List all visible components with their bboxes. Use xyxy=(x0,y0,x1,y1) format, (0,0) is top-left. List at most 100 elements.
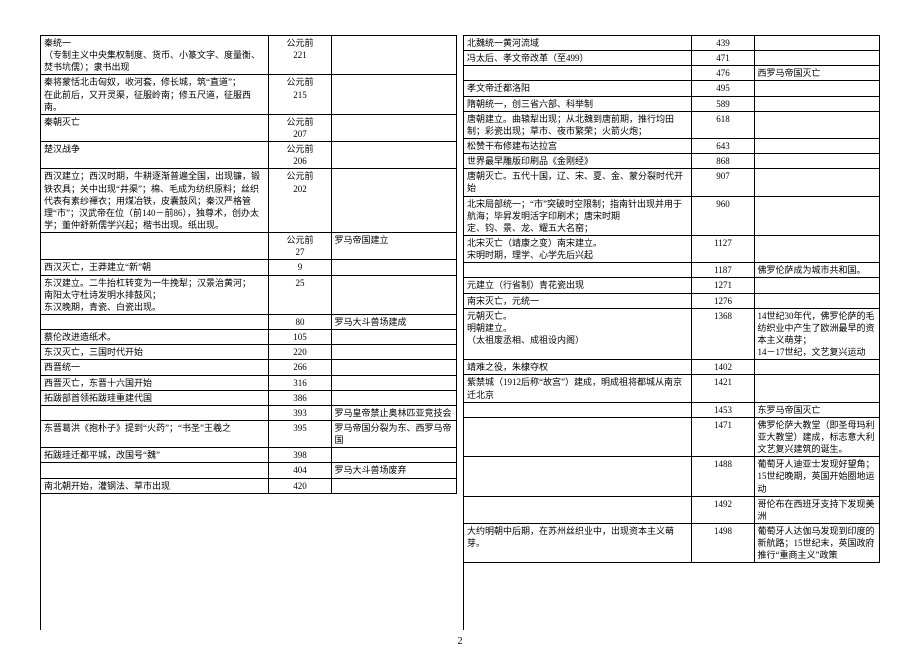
world-cell xyxy=(331,390,456,405)
world-cell xyxy=(754,360,879,375)
table-row: 西晋统一266 xyxy=(41,360,457,375)
event-cell: 西晋统一 xyxy=(41,360,269,375)
world-cell xyxy=(754,96,879,111)
year-cell: 1276 xyxy=(692,293,754,308)
event-cell xyxy=(464,263,692,278)
event-cell: 蔡伦改进造纸术。 xyxy=(41,330,269,345)
world-cell xyxy=(754,293,879,308)
world-cell xyxy=(754,169,879,196)
world-cell xyxy=(754,36,879,51)
event-cell: 西晋灭亡，东晋十六国开始 xyxy=(41,375,269,390)
year-cell: 1498 xyxy=(692,523,754,562)
year-cell: 395 xyxy=(269,420,331,447)
year-cell: 9 xyxy=(269,260,331,275)
world-cell: 东罗马帝国灭亡 xyxy=(754,402,879,417)
table-row: 秦统一（专制主义中央集权制度、货币、小篆文字、度量衡、焚书坑儒）；隶书出现公元前… xyxy=(41,36,457,75)
world-cell xyxy=(331,114,456,141)
event-cell: 元朝灭亡。明朝建立。（太祖废丞相、成祖设内阁） xyxy=(464,308,692,360)
year-cell: 266 xyxy=(269,360,331,375)
year-cell: 公元前215 xyxy=(269,75,331,114)
event-cell: 隋朝统一，创三省六部、科举制 xyxy=(464,96,692,111)
table-row: 北宋局部统一；“市”突破时空限制；指南针出现并用于航海；毕昇发明活字印刷术；唐宋… xyxy=(464,196,880,235)
world-cell xyxy=(754,51,879,66)
year-cell: 公元前221 xyxy=(269,36,331,75)
event-cell: 冯太后、孝文帝改革（至499） xyxy=(464,51,692,66)
event-cell xyxy=(41,463,269,478)
year-cell: 1453 xyxy=(692,402,754,417)
right-table: 北魏统一黄河流域439冯太后、孝文帝改革（至499）471476西罗马帝国灭亡孝… xyxy=(464,36,880,563)
event-cell: 北魏统一黄河流域 xyxy=(464,36,692,51)
table-row: 1453东罗马帝国灭亡 xyxy=(464,402,880,417)
table-row: 拓跋部首领拓跋珪重建代国386 xyxy=(41,390,457,405)
world-cell: 葡萄牙人达伽马发现到印度的新航路；15世纪末，英国政府推行“重商主义”政策 xyxy=(754,523,879,562)
world-cell: 罗马皇帝禁止奥林匹亚竞技会 xyxy=(331,405,456,420)
event-cell: 拓跋部首领拓跋珪重建代国 xyxy=(41,390,269,405)
world-cell xyxy=(331,448,456,463)
year-cell: 398 xyxy=(269,448,331,463)
world-cell: 哥伦布在西班牙支持下发现美洲 xyxy=(754,496,879,523)
event-cell: 世界最早雕版印刷品《金刚经》 xyxy=(464,154,692,169)
world-cell xyxy=(331,169,456,233)
world-cell xyxy=(331,275,456,314)
event-cell: 秦朝灭亡 xyxy=(41,114,269,141)
table-row: 拓跋珪迁都平城，改国号“魏”398 xyxy=(41,448,457,463)
table-row: 元建立（行省制）青花瓷出现1271 xyxy=(464,278,880,293)
table-row: 北宋灭亡（靖康之变）南宋建立。宋明时期，理学、心学先后兴起1127 xyxy=(464,235,880,262)
year-cell: 公元前206 xyxy=(269,142,331,169)
event-cell: 东汉灭亡，三国时代开始 xyxy=(41,345,269,360)
table-row: 西汉建立；西汉时期，牛耕逐渐普遍全国，出现镰，锻铁农具；关中出现“井渠”；棉、毛… xyxy=(41,169,457,233)
world-cell xyxy=(754,154,879,169)
year-cell: 1368 xyxy=(692,308,754,360)
event-cell xyxy=(464,417,692,456)
event-cell: 楚汉战争 xyxy=(41,142,269,169)
table-row: 南北朝开始，灌钢法、草市出现420 xyxy=(41,478,457,493)
right-column: 北魏统一黄河流域439冯太后、孝文帝改革（至499）471476西罗马帝国灭亡孝… xyxy=(463,35,880,630)
event-cell: 东晋葛洪《抱朴子》提到“火药”；“书圣”王羲之 xyxy=(41,420,269,447)
year-cell: 1187 xyxy=(692,263,754,278)
left-table: 秦统一（专制主义中央集权制度、货币、小篆文字、度量衡、焚书坑儒）；隶书出现公元前… xyxy=(41,36,457,494)
event-cell xyxy=(41,405,269,420)
year-cell: 907 xyxy=(692,169,754,196)
event-cell: 西汉灭亡，王莽建立“新”朝 xyxy=(41,260,269,275)
world-cell: 罗马帝国建立 xyxy=(331,233,456,260)
year-cell: 1127 xyxy=(692,235,754,262)
year-cell: 80 xyxy=(269,314,331,329)
table-row: 唐朝灭亡。五代十国，辽、宋、夏、金、蒙分裂时代开始907 xyxy=(464,169,880,196)
world-cell: 罗马大斗兽场建成 xyxy=(331,314,456,329)
table-row: 东晋葛洪《抱朴子》提到“火药”；“书圣”王羲之395罗马帝国分裂为东、西罗马帝国 xyxy=(41,420,457,447)
world-cell: 葡萄牙人迪亚士发现好望角；15世纪晚期，英国开始圈地运动 xyxy=(754,457,879,496)
table-row: 东汉灭亡，三国时代开始220 xyxy=(41,345,457,360)
world-cell xyxy=(331,478,456,493)
year-cell: 公元前207 xyxy=(269,114,331,141)
event-cell: 秦将蒙恬北击匈奴，收河套，修长城，筑“直道”；在此前后，又开灵渠，征服岭南；修五… xyxy=(41,75,269,114)
table-row: 蔡伦改进造纸术。105 xyxy=(41,330,457,345)
event-cell: 北宋灭亡（靖康之变）南宋建立。宋明时期，理学、心学先后兴起 xyxy=(464,235,692,262)
world-cell xyxy=(754,81,879,96)
year-cell: 公元前27 xyxy=(269,233,331,260)
year-cell: 386 xyxy=(269,390,331,405)
year-cell: 1271 xyxy=(692,278,754,293)
year-cell: 420 xyxy=(269,478,331,493)
table-row: 松赞干布修建布达拉宫643 xyxy=(464,138,880,153)
year-cell: 439 xyxy=(692,36,754,51)
table-row: 404罗马大斗兽场废弃 xyxy=(41,463,457,478)
event-cell: 松赞干布修建布达拉宫 xyxy=(464,138,692,153)
table-row: 1492哥伦布在西班牙支持下发现美洲 xyxy=(464,496,880,523)
left-column: 秦统一（专制主义中央集权制度、货币、小篆文字、度量衡、焚书坑儒）；隶书出现公元前… xyxy=(40,35,457,630)
event-cell xyxy=(41,233,269,260)
year-cell: 393 xyxy=(269,405,331,420)
event-cell: 元建立（行省制）青花瓷出现 xyxy=(464,278,692,293)
table-row: 靖难之役，朱棣夺权1402 xyxy=(464,360,880,375)
world-cell xyxy=(754,138,879,153)
world-cell xyxy=(754,111,879,138)
year-cell: 618 xyxy=(692,111,754,138)
year-cell: 1488 xyxy=(692,457,754,496)
year-cell: 25 xyxy=(269,275,331,314)
world-cell xyxy=(331,330,456,345)
event-cell: 大约明朝中后期，在苏州丝织业中，出现资本主义萌芽。 xyxy=(464,523,692,562)
table-row: 紫禁城（1912后称“故宫”）建成，明成祖将都城从南京迁北京1421 xyxy=(464,375,880,402)
year-cell: 476 xyxy=(692,66,754,81)
year-cell: 960 xyxy=(692,196,754,235)
world-cell xyxy=(331,360,456,375)
table-row: 冯太后、孝文帝改革（至499）471 xyxy=(464,51,880,66)
